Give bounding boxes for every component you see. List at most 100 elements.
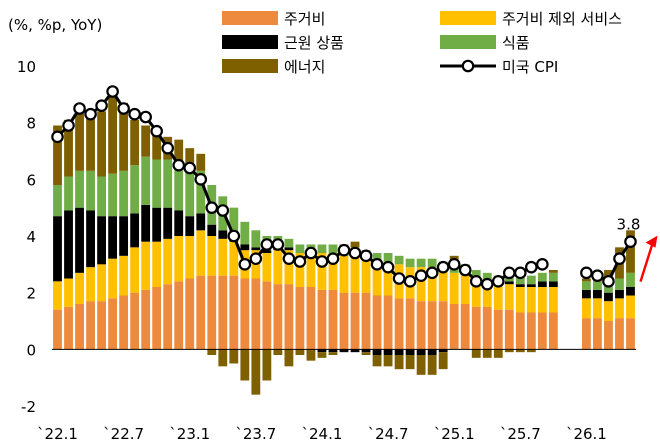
bar-services_ex_shelter <box>615 298 624 319</box>
bar-core_goods <box>174 210 184 236</box>
bar-core_goods <box>262 250 272 253</box>
bar-services_ex_shelter <box>350 255 360 293</box>
cpi-point <box>293 255 307 268</box>
bar-services_ex_shelter <box>626 295 635 319</box>
legend-swatch <box>440 11 496 25</box>
x-tick-label: `22.7 <box>103 425 144 443</box>
bar-shelter <box>383 295 393 350</box>
bar-food <box>626 272 635 287</box>
bar-shelter <box>526 312 536 350</box>
cpi-point <box>227 229 241 243</box>
bar-energy <box>394 355 404 370</box>
bar-shelter <box>548 312 558 350</box>
bar-core_goods <box>141 204 151 242</box>
bar-core_goods <box>504 281 514 285</box>
bar-services_ex_shelter <box>218 238 228 276</box>
bar-services_ex_shelter <box>482 281 492 307</box>
cpi-point <box>282 252 296 265</box>
bar-energy <box>548 270 558 273</box>
bar-shelter <box>537 312 547 350</box>
bar-food <box>108 173 118 217</box>
bar-shelter <box>152 287 162 350</box>
bar-shelter <box>75 304 84 350</box>
bar-energy <box>218 349 228 367</box>
bar-energy <box>306 349 316 361</box>
bar-food <box>284 238 294 248</box>
y-tick-label: 8 <box>26 115 36 133</box>
bar-services_ex_shelter <box>328 253 338 290</box>
arrow-shaft <box>639 243 654 283</box>
cpi-point <box>491 275 505 288</box>
bar-energy <box>361 352 371 355</box>
bar-shelter <box>449 304 459 350</box>
x-tick-label: `22.1 <box>37 425 78 443</box>
bar-services_ex_shelter <box>163 238 173 285</box>
bar-energy <box>119 102 129 171</box>
bar-energy <box>383 355 393 367</box>
bar-core_goods <box>526 284 536 287</box>
x-tick-label: `26.1 <box>566 425 607 443</box>
cpi-point <box>514 266 527 280</box>
bar-energy <box>86 114 95 171</box>
bar-shelter <box>130 292 140 350</box>
bar-services_ex_shelter <box>515 287 525 313</box>
bar-shelter <box>163 284 173 350</box>
x-tick-label: `25.1 <box>434 425 475 443</box>
bar-shelter <box>493 309 503 350</box>
bar-services_ex_shelter <box>339 255 349 293</box>
bar-energy <box>185 148 195 171</box>
y-tick-label: -2 <box>21 398 36 416</box>
bar-core_goods <box>196 213 206 231</box>
bar-food <box>174 162 184 211</box>
cpi-point <box>172 158 186 172</box>
bar-core_goods <box>394 349 404 355</box>
cpi-point <box>128 107 141 121</box>
cpi-point <box>436 260 450 274</box>
bar-core_goods <box>64 210 73 279</box>
bar-services_ex_shelter <box>361 258 371 293</box>
bar-energy <box>317 352 327 358</box>
cpi-point <box>161 141 174 155</box>
legend-item-cpi: 미국 CPI <box>440 58 558 76</box>
cpi-point <box>536 258 549 271</box>
bar-energy <box>504 349 514 353</box>
bar-energy <box>526 349 536 353</box>
bar-services_ex_shelter <box>64 278 73 307</box>
cpi-point <box>106 85 119 98</box>
bar-energy <box>328 352 338 355</box>
bar-food <box>196 170 206 214</box>
y-tick-label: 10 <box>17 58 36 76</box>
bar-food <box>328 244 338 253</box>
bar-food <box>593 281 602 290</box>
bar-food <box>240 221 250 245</box>
bar-shelter <box>218 275 228 350</box>
bar-services_ex_shelter <box>604 301 613 321</box>
bar-services_ex_shelter <box>449 272 459 304</box>
bar-shelter <box>284 284 294 350</box>
bar-energy <box>471 349 481 358</box>
bar-core_goods <box>604 292 613 302</box>
bar-core_goods <box>548 281 558 287</box>
cpi-point <box>414 269 428 282</box>
bar-energy <box>229 349 239 364</box>
legend-item-services_ex_shelter: 주거비 제외 서비스 <box>440 10 622 28</box>
legend-swatch <box>222 35 278 49</box>
bar-shelter <box>53 309 62 350</box>
bar-shelter <box>427 301 437 350</box>
bar-shelter <box>64 306 73 350</box>
cpi-point <box>238 258 252 271</box>
up-arrow-icon <box>639 235 658 283</box>
bar-energy <box>372 355 382 367</box>
bar-core_goods <box>284 247 294 251</box>
bar-energy <box>582 278 591 282</box>
legend-label: 식품 <box>502 34 530 52</box>
bar-services_ex_shelter <box>152 241 162 287</box>
x-tick-label: `23.7 <box>235 425 276 443</box>
bar-services_ex_shelter <box>196 230 206 276</box>
bar-services_ex_shelter <box>548 287 558 313</box>
bar-shelter <box>626 318 635 350</box>
bar-core_goods <box>240 244 250 251</box>
bar-shelter <box>593 318 602 350</box>
bar-services_ex_shelter <box>119 255 129 296</box>
bar-core_goods <box>416 349 426 355</box>
